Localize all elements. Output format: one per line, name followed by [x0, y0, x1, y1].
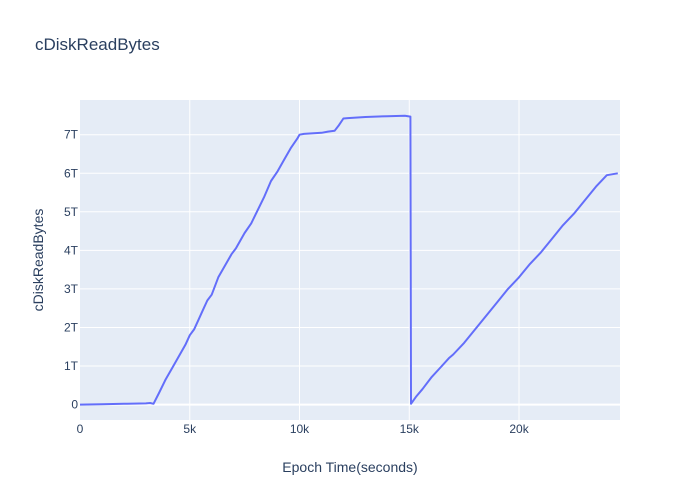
y-tick-label: 4T: [64, 243, 79, 257]
x-tick-label: 20k: [509, 422, 529, 436]
y-axis-ticks: 0 1T 2T 3T 4T 5T 6T 7T: [64, 128, 79, 412]
plot-background: [80, 100, 620, 420]
series-layer: [79, 114, 618, 406]
x-tick-label: 5k: [183, 422, 197, 436]
y-tick-label: 6T: [64, 166, 79, 180]
chart-title: cDiskReadBytes: [35, 35, 160, 54]
x-tick-label: 0: [77, 422, 84, 436]
y-tick-label: 7T: [64, 128, 79, 142]
y-axis-title: cDiskReadBytes: [30, 209, 46, 312]
y-tick-label: 0: [71, 398, 78, 412]
y-tick-label: 2T: [64, 320, 79, 334]
grid-lines: [80, 100, 620, 420]
x-axis-title: Epoch Time(seconds): [282, 459, 417, 475]
y-tick-label: 1T: [64, 359, 79, 373]
y-tick-label: 5T: [64, 205, 79, 219]
x-axis-ticks: 0 5k 10k 15k 20k: [77, 422, 530, 436]
series-line: [79, 114, 618, 406]
x-tick-label: 15k: [400, 422, 420, 436]
y-tick-label: 3T: [64, 282, 79, 296]
x-tick-label: 10k: [290, 422, 310, 436]
